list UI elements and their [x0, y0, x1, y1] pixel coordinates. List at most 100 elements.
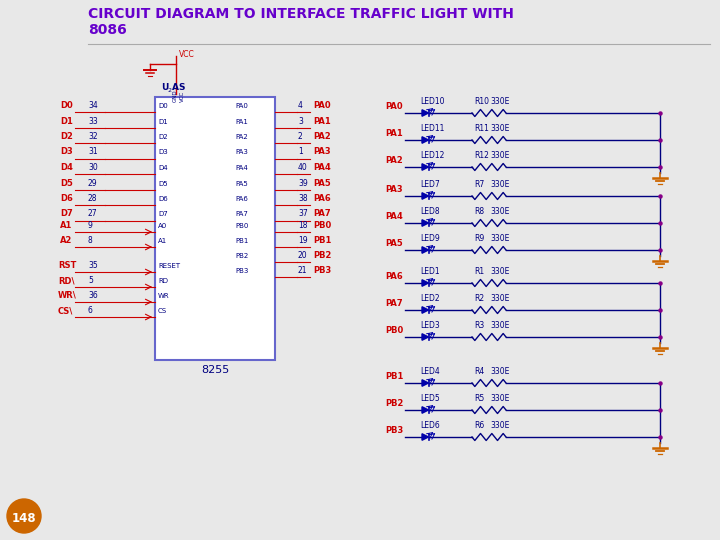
- Text: PA5: PA5: [235, 180, 248, 186]
- Text: 330E: 330E: [490, 421, 509, 430]
- Text: LED1: LED1: [420, 267, 440, 276]
- Text: A0: A0: [158, 223, 167, 229]
- Text: 330E: 330E: [490, 151, 509, 160]
- Text: R11: R11: [474, 124, 489, 133]
- Polygon shape: [422, 407, 428, 413]
- Text: PB0: PB0: [313, 221, 331, 230]
- Text: D0: D0: [60, 101, 73, 110]
- Text: 330E: 330E: [490, 267, 509, 276]
- Text: R1: R1: [474, 267, 484, 276]
- Text: D1: D1: [60, 117, 73, 125]
- Text: 2: 2: [298, 132, 302, 141]
- Text: PA1: PA1: [385, 129, 402, 138]
- Text: PA7: PA7: [313, 210, 330, 219]
- Text: 2: 2: [167, 88, 171, 93]
- Text: 3: 3: [298, 117, 303, 125]
- Text: PA6: PA6: [385, 272, 402, 281]
- Text: 30: 30: [88, 163, 98, 172]
- Text: 35: 35: [88, 261, 98, 270]
- Text: PB1: PB1: [385, 372, 403, 381]
- Text: PA3: PA3: [385, 185, 402, 194]
- Text: 148: 148: [12, 512, 36, 525]
- Text: R9: R9: [474, 234, 485, 243]
- Text: 31: 31: [88, 147, 98, 157]
- Text: LED12: LED12: [420, 151, 444, 160]
- Text: R6: R6: [474, 421, 485, 430]
- Text: CIRCUIT DIAGRAM TO INTERFACE TRAFFIC LIGHT WITH: CIRCUIT DIAGRAM TO INTERFACE TRAFFIC LIG…: [88, 7, 514, 21]
- Text: 8: 8: [88, 236, 93, 245]
- Text: 33: 33: [88, 117, 98, 125]
- Text: WR\: WR\: [58, 291, 77, 300]
- Text: PA0: PA0: [385, 102, 402, 111]
- Text: 5: 5: [88, 276, 93, 285]
- Polygon shape: [422, 334, 428, 340]
- Polygon shape: [422, 280, 428, 286]
- Text: RST: RST: [58, 261, 76, 270]
- Polygon shape: [422, 164, 428, 170]
- Text: PA6: PA6: [313, 194, 330, 203]
- Text: LED4: LED4: [420, 367, 440, 376]
- Text: R10: R10: [474, 97, 489, 106]
- Text: D3: D3: [158, 150, 168, 156]
- Text: PA5: PA5: [385, 239, 402, 248]
- Text: 32: 32: [88, 132, 98, 141]
- Text: D5: D5: [158, 180, 168, 186]
- Text: 330E: 330E: [490, 180, 509, 189]
- Text: D6: D6: [158, 196, 168, 202]
- Text: 28: 28: [88, 194, 97, 203]
- Text: PB1: PB1: [235, 238, 248, 244]
- Text: PB2: PB2: [385, 399, 403, 408]
- Text: 39: 39: [298, 179, 307, 187]
- Text: LED10: LED10: [420, 97, 444, 106]
- Text: VCC: VCC: [179, 50, 194, 59]
- Text: A: A: [172, 83, 179, 92]
- Text: GND: GND: [173, 90, 178, 102]
- Text: RD\: RD\: [58, 276, 74, 285]
- Text: 27: 27: [88, 210, 98, 219]
- Text: PA0: PA0: [235, 103, 248, 109]
- Text: 36: 36: [88, 291, 98, 300]
- Text: LED8: LED8: [420, 207, 440, 216]
- Text: RESET: RESET: [158, 263, 180, 269]
- Text: D0: D0: [158, 103, 168, 109]
- Text: A1: A1: [158, 238, 167, 244]
- Text: U: U: [161, 83, 168, 92]
- Text: PA7: PA7: [235, 212, 248, 218]
- Text: PA2: PA2: [313, 132, 330, 141]
- Text: D3: D3: [60, 147, 73, 157]
- Text: WR: WR: [158, 293, 170, 299]
- Polygon shape: [422, 307, 428, 313]
- Polygon shape: [422, 220, 428, 226]
- Text: 6: 6: [88, 306, 93, 315]
- Text: PB3: PB3: [385, 426, 403, 435]
- Text: A1: A1: [60, 221, 73, 230]
- Text: R4: R4: [474, 367, 485, 376]
- Text: R5: R5: [474, 394, 485, 403]
- Text: 330E: 330E: [490, 124, 509, 133]
- Text: PA4: PA4: [313, 163, 330, 172]
- Text: R3: R3: [474, 321, 485, 330]
- Text: D5: D5: [60, 179, 73, 187]
- Text: D6: D6: [60, 194, 73, 203]
- Text: R7: R7: [474, 180, 485, 189]
- Text: PA2: PA2: [385, 156, 402, 165]
- Text: 37: 37: [298, 210, 307, 219]
- Text: 34: 34: [88, 101, 98, 110]
- Text: A2: A2: [60, 236, 73, 245]
- Text: 19: 19: [298, 236, 307, 245]
- Text: 9: 9: [88, 221, 93, 230]
- Text: RD: RD: [158, 278, 168, 284]
- Text: R2: R2: [474, 294, 484, 303]
- Text: D7: D7: [60, 210, 73, 219]
- Text: 8086: 8086: [88, 23, 127, 37]
- Text: D2: D2: [60, 132, 73, 141]
- Text: LED6: LED6: [420, 421, 440, 430]
- Text: PB0: PB0: [235, 223, 248, 229]
- Text: PB2: PB2: [235, 253, 248, 259]
- Text: 29: 29: [88, 179, 98, 187]
- Text: PA5: PA5: [313, 179, 330, 187]
- Text: PB3: PB3: [313, 266, 331, 275]
- Text: VCC: VCC: [180, 91, 185, 102]
- Text: LED3: LED3: [420, 321, 440, 330]
- Polygon shape: [422, 434, 428, 440]
